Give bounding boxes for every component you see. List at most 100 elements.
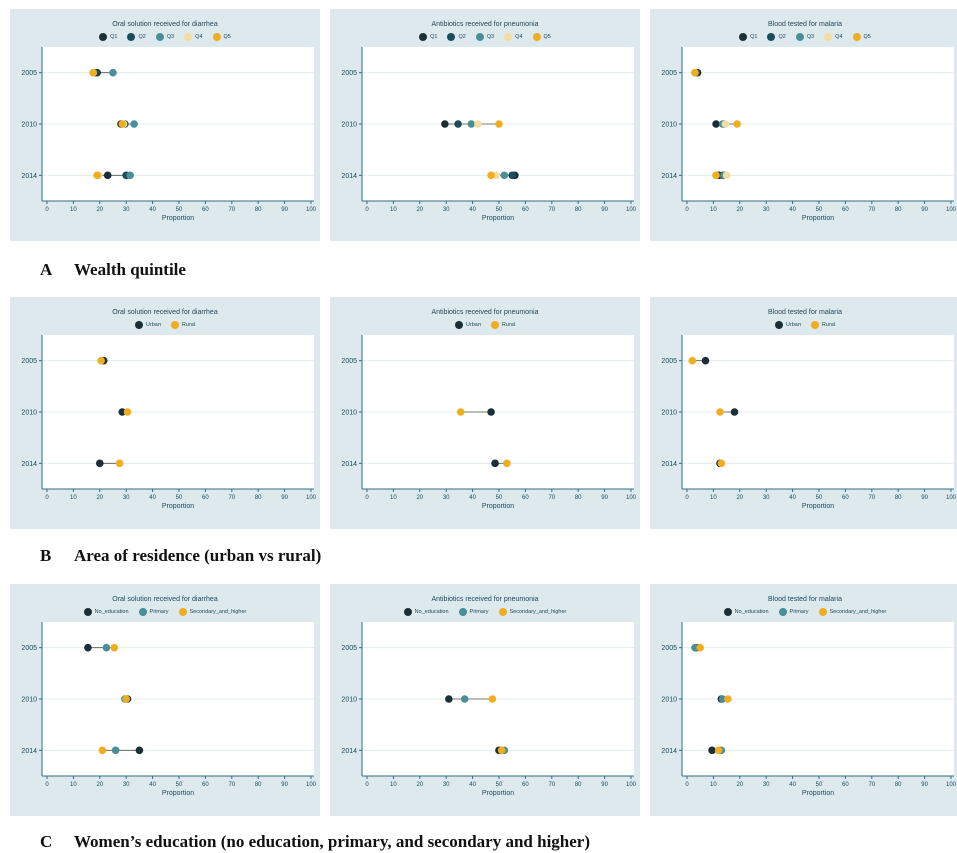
- data-point: [733, 120, 741, 128]
- legend-marker: [723, 608, 732, 616]
- legend-marker: [178, 608, 187, 616]
- data-point: [716, 408, 724, 416]
- legend-marker: [184, 33, 193, 41]
- x-tick-label: 100: [306, 782, 317, 788]
- legend-entry: Q2: [447, 33, 466, 41]
- legend-label: Q1: [430, 34, 438, 40]
- x-tick-label: 40: [469, 207, 476, 213]
- data-point: [474, 120, 482, 128]
- legend-marker: [454, 321, 463, 329]
- legend: Q1 Q2 Q3 Q4 Q5: [650, 33, 957, 41]
- legend-label: Rural: [821, 322, 836, 328]
- chart-panel: Oral solution received for diarrhea Q1 Q2 Q…: [10, 9, 320, 241]
- x-tick-label: 80: [255, 207, 262, 213]
- x-tick-label: 0: [45, 207, 49, 213]
- x-tick-label: 40: [469, 495, 476, 501]
- y-tick-label: 2005: [341, 70, 357, 77]
- y-tick-label: 2014: [341, 173, 357, 180]
- x-tick-label: 10: [70, 782, 77, 788]
- legend-label: No_education: [94, 609, 129, 615]
- legend-label: Q4: [195, 34, 203, 40]
- x-tick-label: 90: [281, 782, 288, 788]
- data-point: [118, 120, 127, 128]
- data-point: [491, 459, 499, 468]
- legend-marker: [532, 33, 541, 41]
- x-tick-label: 40: [789, 495, 796, 501]
- y-tick-label: 2005: [341, 645, 357, 652]
- x-tick-label: 40: [469, 782, 476, 788]
- row-title-c: C Women’s education (no education, primar…: [40, 832, 591, 851]
- legend-entry: Q5: [212, 33, 231, 41]
- chart-panel: Antibiotics received for pneumonia No_edu…: [330, 584, 640, 816]
- legend: Q1 Q2 Q3 Q4 Q5: [10, 33, 320, 41]
- y-tick-label: 2010: [341, 410, 357, 417]
- legend: No_education Primary Secondary_and_higher: [650, 608, 957, 616]
- x-axis-label: Proportion: [802, 503, 834, 510]
- legend-label: No_education: [414, 609, 449, 615]
- x-tick-label: 80: [575, 782, 582, 788]
- legend-entry: Q2: [127, 33, 146, 41]
- x-tick-label: 60: [842, 495, 849, 501]
- row-title-b: B Area of residence (urban vs rural): [40, 546, 322, 565]
- data-point: [460, 695, 469, 703]
- x-tick-label: 20: [736, 782, 743, 788]
- chart-panel: Blood tested for malaria Urban Rural 0 10 20 3…: [650, 297, 957, 529]
- legend-label: Primary: [149, 609, 169, 615]
- x-tick-label: 10: [70, 495, 77, 501]
- x-tick-label: 20: [736, 207, 743, 213]
- legend-label: Q2: [138, 34, 146, 40]
- data-point: [84, 643, 92, 652]
- legend-label: Secondary_and_higher: [829, 609, 887, 615]
- x-tick-label: 40: [789, 782, 796, 788]
- data-point: [103, 171, 112, 180]
- x-tick-label: 70: [548, 207, 555, 213]
- data-point: [454, 120, 462, 128]
- legend-entry: Secondary_and_higher: [178, 608, 246, 616]
- legend-label: Primary: [469, 609, 489, 615]
- legend-marker: [134, 321, 143, 329]
- x-tick-label: 50: [496, 495, 503, 501]
- y-tick-label: 2005: [21, 70, 37, 77]
- x-tick-label: 20: [416, 495, 423, 501]
- y-tick-label: 2010: [21, 122, 37, 129]
- data-point: [488, 695, 497, 703]
- chart-title: Oral solution received for diarrhea: [112, 21, 218, 28]
- chart-title: Oral solution received for diarrhea: [112, 596, 218, 603]
- x-tick-label: 40: [789, 207, 796, 213]
- data-point: [717, 459, 726, 468]
- y-tick-label: 2010: [661, 697, 677, 704]
- x-tick-label: 40: [149, 207, 156, 213]
- legend-marker: [403, 608, 412, 616]
- legend-label: Q2: [778, 34, 786, 40]
- legend: No_education Primary Secondary_and_higher: [10, 608, 320, 616]
- x-tick-label: 80: [895, 207, 902, 213]
- x-tick-label: 60: [842, 782, 849, 788]
- data-point: [126, 171, 134, 180]
- data-point: [98, 746, 107, 755]
- legend-marker: [447, 33, 456, 41]
- data-point: [724, 695, 732, 703]
- legend-marker: [475, 33, 484, 41]
- y-tick-label: 2014: [661, 173, 677, 180]
- data-point: [718, 695, 727, 703]
- x-tick-label: 30: [763, 782, 770, 788]
- x-tick-label: 70: [548, 782, 555, 788]
- legend-label: Q4: [835, 34, 843, 40]
- legend-label: No_education: [734, 609, 769, 615]
- x-tick-label: 10: [390, 495, 397, 501]
- data-point: [97, 356, 105, 365]
- legend-marker: [212, 33, 221, 41]
- legend-marker: [127, 33, 136, 41]
- x-tick-label: 70: [228, 782, 235, 788]
- chart-title: Blood tested for malaria: [768, 309, 842, 316]
- x-tick-label: 80: [255, 495, 262, 501]
- legend-entry: Q4: [824, 33, 843, 41]
- y-tick-label: 2010: [661, 122, 677, 129]
- data-point: [708, 746, 716, 755]
- legend-marker: [419, 33, 428, 41]
- x-tick-label: 30: [123, 782, 130, 788]
- data-point: [102, 643, 111, 652]
- y-tick-label: 2014: [661, 748, 677, 755]
- legend-marker: [83, 608, 92, 616]
- x-axis-label: Proportion: [482, 215, 514, 222]
